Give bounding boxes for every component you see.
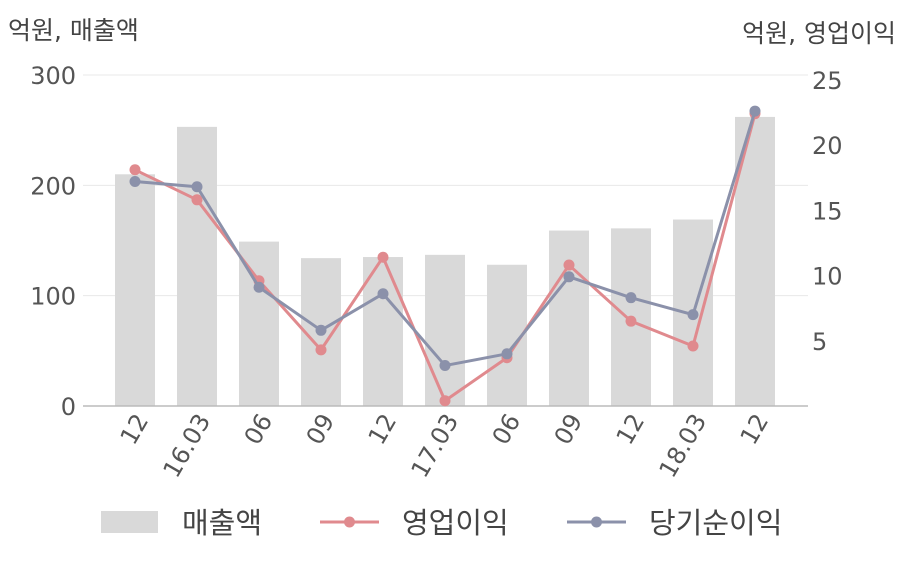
- right-axis-label: 억원, 영업이익: [742, 19, 896, 48]
- right-tick-label: 25: [812, 67, 843, 95]
- data-point: [315, 344, 327, 356]
- x-tick-label: 12: [611, 409, 651, 449]
- left-tick-label: 0: [61, 393, 76, 421]
- right-tick-label: 15: [812, 197, 843, 225]
- left-tick-label: 200: [30, 172, 76, 200]
- x-tick-label: 06: [239, 409, 279, 449]
- data-point: [439, 395, 451, 407]
- right-tick-label: 20: [812, 132, 843, 160]
- data-point: [501, 348, 513, 360]
- x-tick-label: 12: [363, 409, 403, 449]
- data-point: [749, 105, 761, 117]
- bar: [549, 230, 589, 406]
- x-tick-label: 18.03: [654, 409, 713, 483]
- bar: [177, 126, 217, 407]
- legend-marker: [591, 516, 602, 528]
- data-point: [377, 251, 389, 263]
- data-point: [563, 259, 575, 271]
- x-tick-label: 09: [549, 409, 589, 449]
- legend: 매출액 영업이익 당기순이익: [101, 506, 782, 540]
- left-axis-label: 억원, 매출액: [8, 16, 139, 45]
- bar: [115, 174, 155, 406]
- data-point: [687, 340, 699, 352]
- data-point: [253, 281, 265, 293]
- right-tick-label: 10: [812, 263, 843, 291]
- x-tick-label: 12: [115, 409, 155, 449]
- legend-label: 당기순이익: [649, 506, 782, 540]
- right-tick-label: 5: [812, 328, 827, 356]
- legend-label: 영업이익: [402, 506, 509, 540]
- data-point: [129, 176, 141, 188]
- data-point: [625, 292, 637, 304]
- bar: [363, 257, 403, 406]
- data-point: [377, 288, 389, 300]
- data-point: [563, 271, 575, 283]
- data-point: [129, 164, 141, 176]
- bar: [239, 241, 279, 406]
- legend-marker: [344, 516, 355, 528]
- x-tick-label: 12: [735, 409, 775, 449]
- data-point: [191, 194, 203, 206]
- data-point: [315, 324, 327, 336]
- data-point: [687, 309, 699, 321]
- data-point: [625, 315, 637, 327]
- legend-swatch: [101, 511, 158, 533]
- left-tick-label: 300: [30, 62, 76, 90]
- line-series: [129, 105, 761, 407]
- left-tick-label: 100: [30, 283, 76, 311]
- bar: [425, 254, 465, 406]
- x-tick-label: 09: [301, 409, 341, 449]
- data-point: [191, 181, 203, 193]
- data-point: [439, 360, 451, 372]
- legend-label: 매출액: [182, 506, 262, 540]
- x-tick-label: 16.03: [158, 409, 217, 483]
- x-tick-label: 17.03: [406, 409, 465, 483]
- x-tick-label: 06: [487, 409, 527, 449]
